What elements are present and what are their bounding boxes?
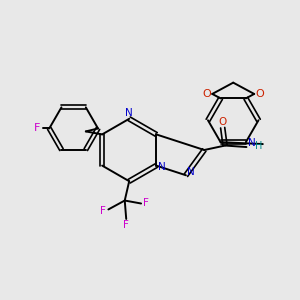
Text: O: O — [202, 89, 211, 99]
Text: F: F — [123, 220, 129, 230]
Text: N: N — [125, 108, 133, 118]
Text: H: H — [255, 141, 262, 152]
Text: F: F — [34, 124, 40, 134]
Text: F: F — [100, 206, 106, 216]
Text: O: O — [255, 89, 264, 99]
Text: N: N — [158, 162, 165, 172]
Text: N: N — [248, 139, 256, 148]
Text: N: N — [188, 167, 195, 177]
Text: F: F — [143, 199, 149, 208]
Text: O: O — [218, 117, 227, 127]
